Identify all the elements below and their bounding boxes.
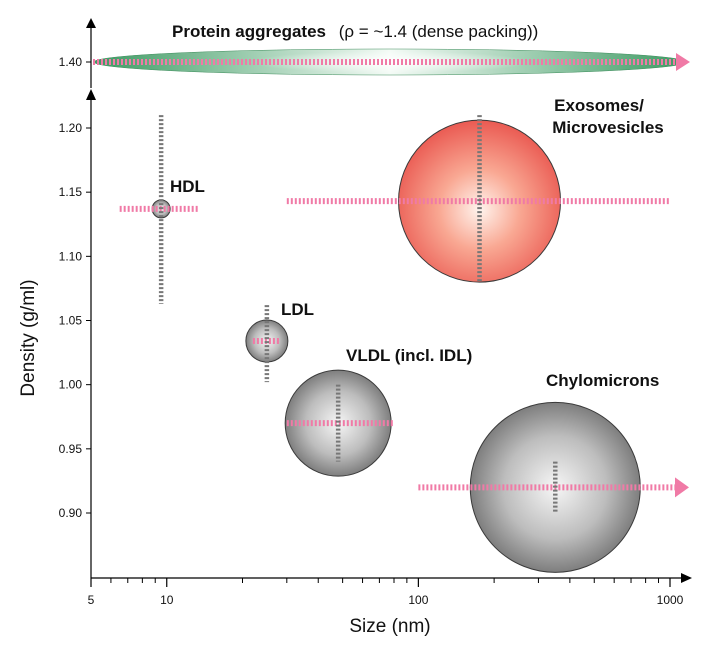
particles [119, 115, 689, 573]
x-axis-title: Size (nm) [349, 616, 430, 637]
y-axis-title: Density (g/ml) [18, 279, 39, 396]
y-tick-label: 1.20 [59, 121, 83, 135]
x-tick-label: 1000 [657, 593, 684, 607]
protein-band-arrowhead [676, 53, 690, 71]
x-ticks: 5 10 100 1000 [88, 578, 684, 607]
hdl-label: HDL [170, 177, 205, 196]
axes: 5 10 100 1000 0.900.951.001.051.101.151.20 … [18, 89, 692, 637]
y-axis-arrowhead [86, 89, 96, 100]
x-tick-label: 10 [160, 593, 174, 607]
protein-aggregates-title: Protein aggregates (ρ = ~1.4 (dense pack… [172, 22, 538, 41]
ldl-particle [245, 305, 289, 383]
chylomicrons-size-arrowhead [675, 477, 689, 498]
density-1-40-label: 1.40 [59, 55, 83, 69]
y-tick-label: 1.10 [59, 249, 83, 263]
vldl-particle [284, 369, 394, 477]
hdl-particle [119, 115, 200, 304]
y-tick-label: 1.00 [59, 378, 83, 392]
y-tick-label: 0.95 [59, 442, 83, 456]
protein-aggregates-title-rest: (ρ = ~1.4 (dense packing)) [339, 22, 539, 41]
top-axis-arrowhead [86, 18, 96, 28]
y-tick-label: 1.15 [59, 185, 83, 199]
y-tick-label: 0.90 [59, 506, 83, 520]
x-tick-label: 100 [408, 593, 428, 607]
protein-aggregates-title-bold: Protein aggregates [172, 22, 326, 41]
y-ticks: 0.90 0.95 1.00 1.05 1.10 1.15 1.20 [59, 121, 91, 520]
ldl-label: LDL [281, 300, 314, 319]
chylomicrons-particle [418, 401, 689, 573]
chylomicrons-label: Chylomicrons [546, 371, 659, 390]
x-axis-arrowhead [681, 573, 692, 583]
vldl-label: VLDL (incl. IDL) [346, 346, 472, 365]
x-tick-label: 5 [88, 593, 95, 607]
y-tick-label: 1.05 [59, 314, 83, 328]
exosomes-label-line2: Microvesicles [552, 118, 664, 137]
exosomes-particle [286, 115, 670, 283]
protein-aggregates-band: 1.40 Protein aggregates (ρ = ~1.4 (dense… [59, 18, 690, 88]
exosomes-label-line1: Exosomes/ [554, 96, 644, 115]
particle-labels: HDL LDL VLDL (incl. IDL) Chylomicrons Ex… [170, 96, 664, 390]
